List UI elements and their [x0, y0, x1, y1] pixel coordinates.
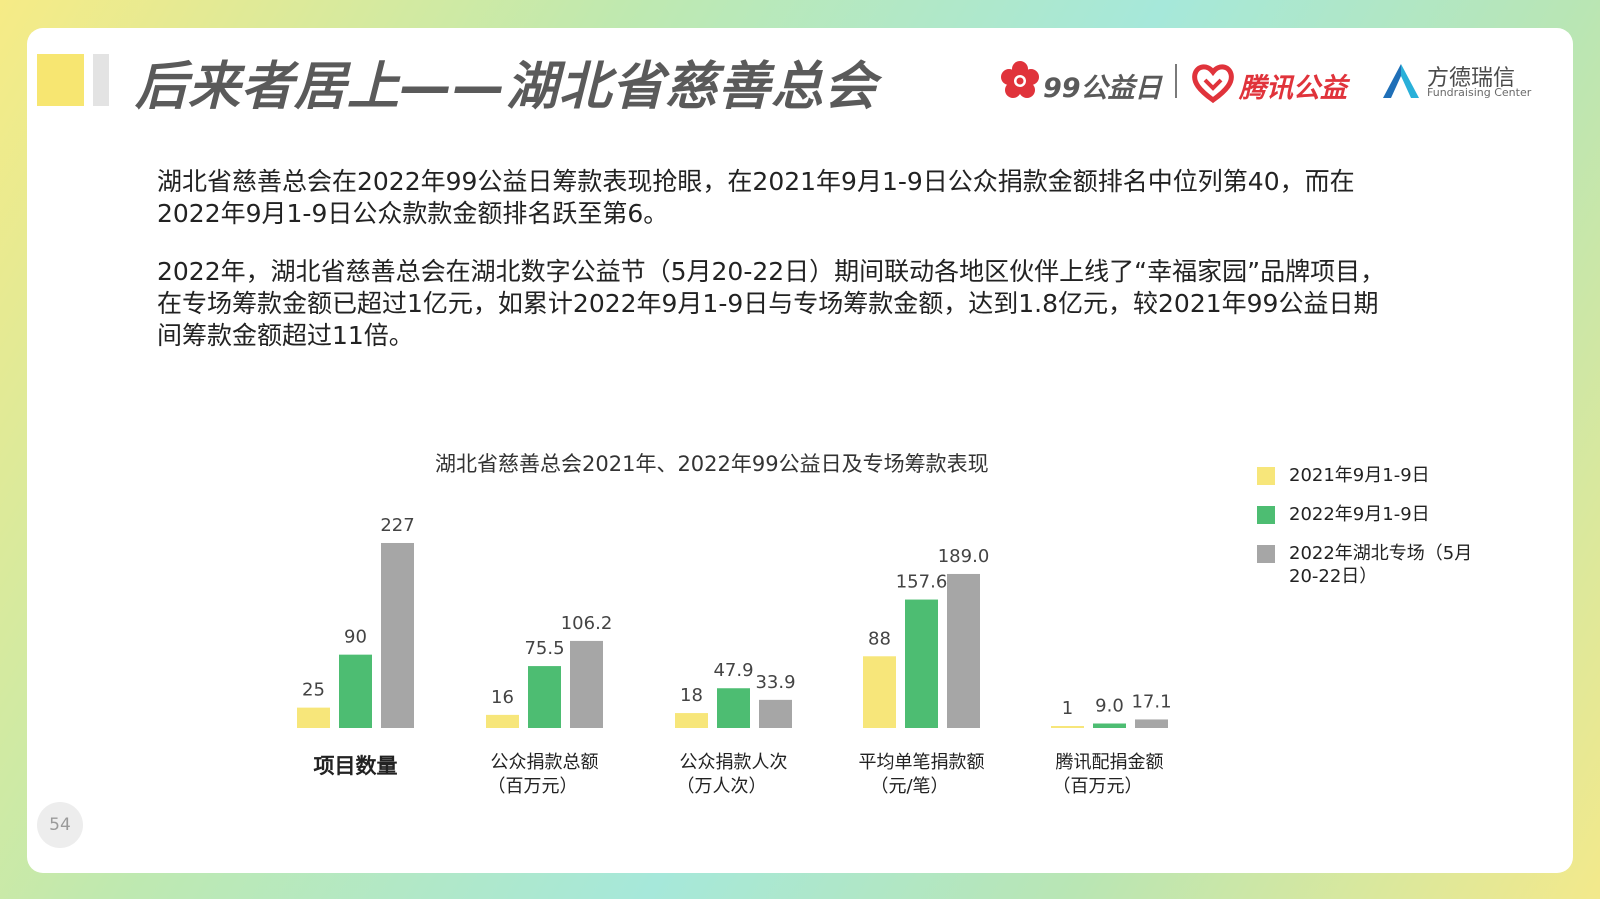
- paragraph: 湖北省慈善总会在2022年99公益日筹款表现抢眼，在2021年9月1-9日公众捐…: [157, 167, 1355, 228]
- chart-bar: [717, 688, 750, 728]
- fangde-logo-subtext: Fundraising Center: [1427, 86, 1532, 99]
- legend-item: 2021年9月1-9日: [1257, 464, 1517, 487]
- category-label: （万人次）: [677, 776, 767, 797]
- data-label: 157.6: [896, 572, 948, 593]
- data-label: 88: [868, 628, 891, 649]
- bar-chart: 25 90 227 项目数量 16 75.5 106.2 公众捐款总额 （百万元） 18 47.93…: [297, 515, 1172, 797]
- tencent-logo-text: 腾讯公益: [1239, 73, 1347, 104]
- flower-logo-icon: [999, 60, 1041, 106]
- data-label: 106.2: [561, 613, 613, 634]
- page-title: 后来者居上——湖北省慈善总会: [135, 57, 878, 117]
- data-label: 1: [1062, 698, 1073, 719]
- category-label: （百万元）: [1053, 776, 1143, 797]
- ninety-nine-logo-text: 99公益日: [1043, 73, 1162, 104]
- legend-item: 2022年9月1-9日: [1257, 503, 1517, 526]
- chart-bar: [570, 640, 603, 728]
- data-label: 16: [491, 687, 514, 708]
- legend-item: 2022年湖北专场（5月20-22日）: [1257, 542, 1517, 588]
- data-label: 25: [302, 680, 325, 701]
- legend-swatch-2022: [1257, 506, 1275, 524]
- title-accent-gray: [93, 54, 109, 106]
- data-label: 75.5: [524, 638, 564, 659]
- chart-title: 湖北省慈善总会2021年、2022年99公益日及专场筹款表现: [435, 452, 989, 476]
- chart-bar: [947, 573, 980, 728]
- fangde-logo-text: 方德瑞信: [1427, 66, 1516, 91]
- legend-label: 2021年9月1-9日: [1289, 465, 1430, 486]
- chart-bar: [297, 707, 330, 728]
- chart-bar: [528, 666, 561, 728]
- body-text: 湖北省慈善总会在2022年99公益日筹款表现抢眼，在2021年9月1-9日公众捐…: [157, 166, 1387, 378]
- data-label: 33.9: [755, 672, 795, 693]
- legend-label: 2022年9月1-9日: [1289, 504, 1430, 525]
- category-label: 项目数量: [314, 754, 398, 778]
- heart-logo-icon: [1191, 62, 1235, 108]
- chart-bar: [759, 699, 792, 728]
- chart-bar: [1135, 719, 1168, 728]
- data-label: 227: [380, 515, 414, 536]
- chart-bar: [339, 654, 372, 728]
- logo-divider: [1175, 64, 1177, 98]
- chart-bar: [863, 656, 896, 728]
- category-label: 腾讯配捐金额: [1056, 752, 1164, 773]
- chart-bar: [905, 599, 938, 728]
- category-label: 公众捐款人次: [680, 752, 788, 773]
- data-label: 90: [344, 627, 367, 648]
- legend-swatch-special: [1257, 545, 1275, 563]
- chart-bar: [1051, 726, 1084, 728]
- data-label: 17.1: [1131, 691, 1171, 712]
- chart-legend: 2021年9月1-9日 2022年9月1-9日 2022年湖北专场（5月20-2…: [1257, 464, 1517, 604]
- category-label: 平均单笔捐款额: [859, 752, 985, 773]
- data-label: 47.9: [713, 660, 753, 681]
- chart-bar: [381, 542, 414, 728]
- chart-bar: [486, 714, 519, 728]
- data-label: 189.0: [938, 546, 990, 567]
- data-label: 18: [680, 685, 703, 706]
- category-label: （元/笔）: [870, 776, 948, 797]
- fangde-logo-icon: [1379, 60, 1423, 106]
- title-accent-yellow: [37, 54, 84, 106]
- legend-swatch-2021: [1257, 467, 1275, 485]
- chart-bar: [1093, 723, 1126, 728]
- category-label: 公众捐款总额: [491, 752, 599, 773]
- category-label: （百万元）: [488, 776, 578, 797]
- legend-label: 2022年湖北专场（5月20-22日）: [1289, 543, 1473, 587]
- page-number: 54: [37, 802, 83, 848]
- data-label: 9.0: [1095, 696, 1124, 717]
- logo-strip: 99公益日 腾讯公益 方德瑞信 Fundraising Center: [999, 56, 1559, 106]
- paragraph: 2022年，湖北省慈善总会在湖北数字公益节（5月20-22日）期间联动各地区伙伴…: [157, 257, 1386, 350]
- slide-card: 后来者居上——湖北省慈善总会 99公益日 腾讯公益: [27, 28, 1573, 873]
- chart-bar: [675, 713, 708, 728]
